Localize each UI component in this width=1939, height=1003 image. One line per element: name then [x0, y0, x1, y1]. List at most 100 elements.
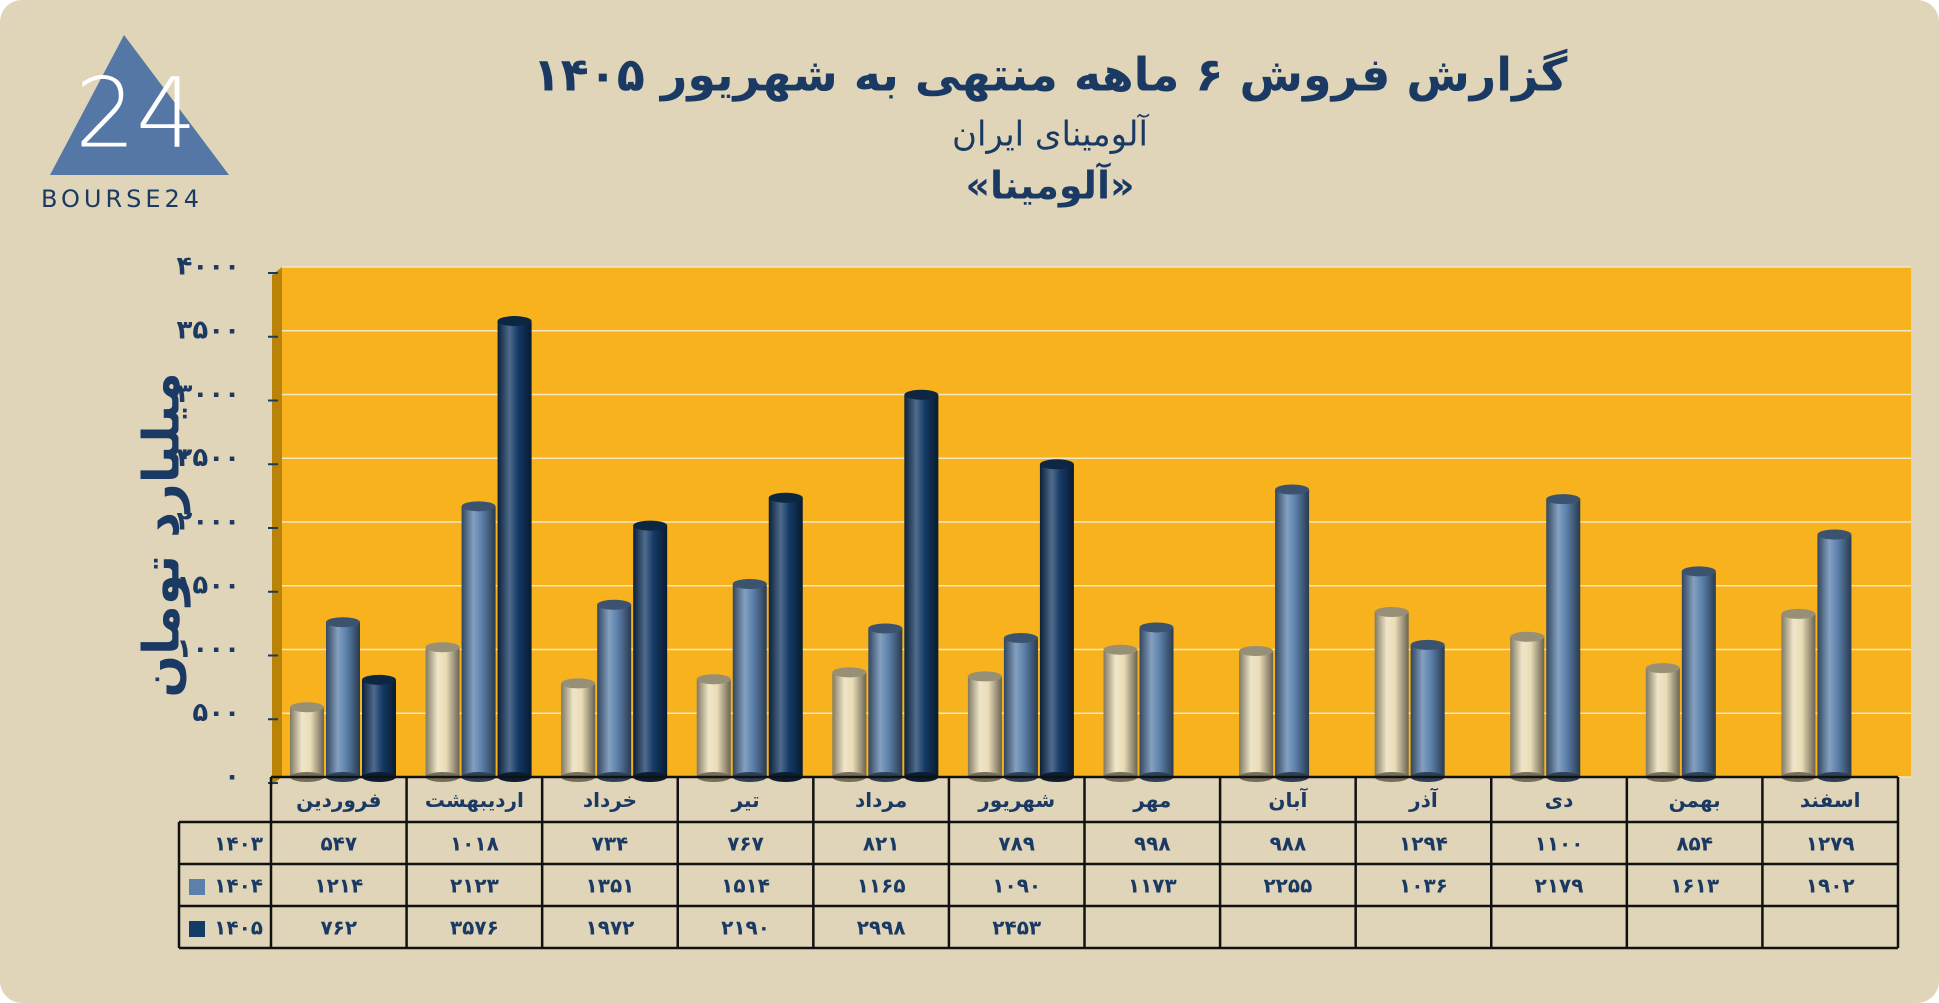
data-label: ۱۵۱۴	[721, 874, 770, 898]
data-label: ۲۱۹۰	[721, 916, 770, 940]
x-tick-label: اسفند	[1800, 788, 1861, 812]
data-label: ۱۹۰۲	[1806, 874, 1855, 898]
bar-cap	[561, 678, 596, 689]
data-label: ۱۰۳۶	[1399, 874, 1448, 898]
data-label: ۱۲۱۴	[314, 874, 363, 898]
bar-cap	[1781, 608, 1816, 619]
data-label: ۷۶۲	[320, 916, 357, 940]
bar-cap	[362, 674, 396, 685]
bar	[1239, 651, 1274, 777]
y-tick-label: ۰	[224, 762, 240, 792]
bar	[832, 672, 867, 777]
bar	[904, 394, 939, 777]
y-axis-label: میلیارد تومان	[133, 372, 192, 697]
logo-triangle	[50, 35, 229, 175]
legend-label: ۱۴۰۳	[214, 832, 263, 856]
data-label: ۸۲۱	[863, 832, 900, 856]
data-label: ۷۸۹	[998, 832, 1035, 856]
bar	[868, 628, 903, 777]
y-tick-label: ۳۵۰۰	[177, 315, 240, 345]
bar	[1410, 644, 1445, 777]
data-label: ۱۱۷۳	[1128, 874, 1177, 898]
bar-cap	[696, 674, 731, 685]
y-tick-label: ۴۰۰۰	[177, 252, 240, 282]
logo-text: BOURSE24	[41, 185, 203, 213]
bar	[597, 604, 632, 777]
bar-cap	[868, 623, 903, 634]
bar-cap	[633, 520, 668, 531]
data-label: ۲۲۵۵	[1263, 874, 1312, 898]
y-tick-label: ۵۰۰	[192, 698, 240, 728]
chart-subtitle: آلومینای ایران	[952, 114, 1150, 155]
bar-cap	[904, 389, 939, 400]
bar-cap	[1139, 622, 1174, 633]
bar	[633, 525, 668, 777]
bar	[1645, 668, 1680, 777]
plot-wall	[272, 267, 282, 785]
data-label: ۲۱۷۹	[1535, 874, 1584, 898]
data-label: ۱۰۹۰	[992, 874, 1041, 898]
data-label: ۱۲۷۹	[1806, 832, 1855, 856]
logo: 24 BOURSE24	[41, 35, 229, 213]
data-label: ۲۴۵۳	[992, 916, 1041, 940]
data-label: ۹۹۸	[1134, 832, 1171, 856]
bar-cap	[1275, 484, 1310, 495]
data-label: ۷۶۷	[727, 832, 764, 856]
bar-cap	[1103, 644, 1138, 655]
y-tick-label: ۳۰۰۰	[177, 379, 240, 409]
bar-cap	[1374, 607, 1409, 618]
bar	[326, 622, 360, 777]
x-tick-label: آبان	[1268, 787, 1308, 812]
bar	[732, 583, 767, 777]
bar-cap	[967, 671, 1002, 682]
bar	[1039, 464, 1074, 777]
bar-cap	[1410, 639, 1445, 650]
legend-swatch	[189, 921, 205, 937]
data-label: ۱۳۵۱	[586, 874, 635, 898]
x-tick-label: دی	[1545, 788, 1574, 812]
bar	[696, 679, 731, 777]
data-label: ۱۱۶۵	[857, 874, 906, 898]
bar	[1103, 649, 1138, 777]
bar-cap	[1510, 631, 1545, 642]
bar-cap	[1003, 633, 1038, 644]
bar-cap	[1239, 646, 1274, 657]
data-label: ۲۹۹۸	[857, 916, 906, 940]
legend-swatch	[189, 879, 205, 895]
legend-label: ۱۴۰۵	[214, 916, 263, 940]
bar	[362, 679, 396, 777]
bar	[425, 647, 460, 777]
bar-cap	[597, 599, 632, 610]
logo-mark: 24	[75, 57, 197, 169]
y-tick-label: ۲۰۰۰	[177, 507, 240, 537]
bar-cap	[768, 492, 803, 503]
bar	[497, 321, 532, 777]
bar	[290, 707, 324, 777]
data-label: ۲۱۲۳	[450, 874, 499, 898]
legend-label: ۱۴۰۴	[214, 874, 263, 898]
bar-cap	[1546, 494, 1581, 505]
bar	[1817, 534, 1852, 777]
bar	[1546, 499, 1581, 777]
x-tick-label: تیر	[730, 788, 759, 812]
bar	[461, 506, 496, 777]
data-label: ۱۲۹۴	[1399, 832, 1448, 856]
x-tick-label: مهر	[1132, 788, 1171, 812]
bar-cap	[290, 702, 324, 713]
bar-cap	[832, 667, 867, 678]
bar-cap	[1039, 459, 1074, 470]
bar	[1681, 571, 1716, 777]
bar-cap	[425, 642, 460, 653]
x-tick-label: مرداد	[855, 788, 907, 812]
y-tick-label: ۱۵۰۰	[177, 570, 240, 600]
data-label: ۱۱۰۰	[1535, 832, 1584, 856]
x-tick-label: آذر	[1408, 787, 1439, 812]
bar	[561, 683, 596, 777]
data-label: ۱۶۱۳	[1670, 874, 1719, 898]
bar	[768, 497, 803, 777]
company-name: «آلومینا»	[965, 162, 1134, 208]
bar	[1003, 638, 1038, 777]
bar	[1275, 489, 1310, 777]
bar-cap	[497, 316, 532, 327]
